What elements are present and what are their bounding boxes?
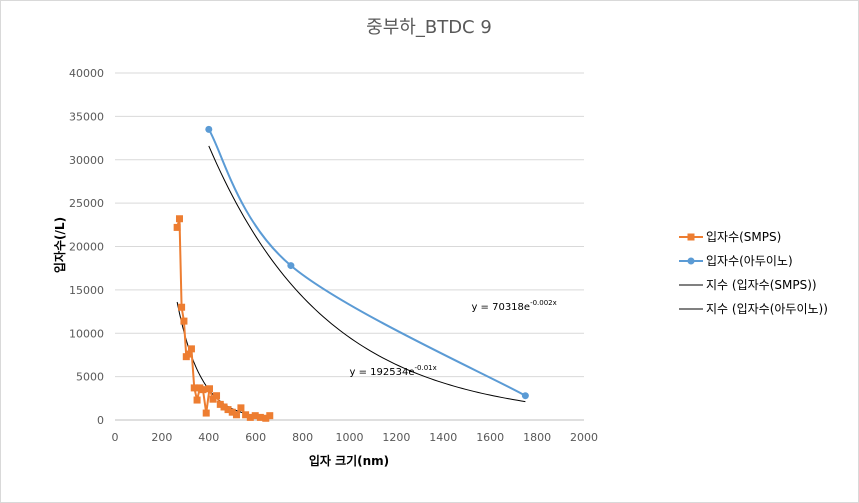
legend-marker (687, 257, 695, 265)
x-tick-label: 400 (198, 431, 219, 444)
x-tick-label: 1800 (523, 431, 551, 444)
data-point-smps (199, 386, 207, 394)
trendline-equation: y = 192534e-0.01x (350, 364, 437, 378)
data-point-smps (185, 350, 193, 358)
data-point-smps (228, 408, 236, 416)
legend-label: 입자수(아두이노) (706, 254, 793, 268)
x-tick-label: 1400 (429, 431, 457, 444)
y-tick-label: 25000 (69, 197, 104, 210)
legend-marker (687, 233, 695, 241)
data-point-smps (224, 406, 232, 414)
legend-label: 지수 (입자수(SMPS)) (706, 278, 817, 292)
x-tick-label: 1000 (336, 431, 364, 444)
data-point-smps (206, 385, 214, 393)
trendline-equations: y = 192534e-0.01x y = 70318e-0.002x (350, 299, 557, 378)
data-point-smps (216, 400, 224, 408)
y-tick-label: 5000 (76, 371, 104, 384)
data-point-smps (262, 414, 270, 422)
x-tick-label: 800 (292, 431, 313, 444)
data-point-smps (242, 411, 250, 419)
y-tick-label: 35000 (69, 110, 104, 123)
x-tick-label: 2000 (570, 431, 598, 444)
data-point-smps (193, 396, 201, 404)
data-point-arduino (205, 125, 213, 133)
data-point-smps (187, 345, 195, 353)
legend-label: 입자수(SMPS) (706, 230, 781, 244)
x-axis-title: 입자 크기(nm) (309, 453, 389, 468)
y-tick-label: 0 (97, 414, 104, 427)
data-point-smps (209, 395, 217, 403)
data-point-smps (237, 404, 245, 412)
trendline-arduino (208, 145, 526, 403)
trendline-equation: y = 70318e-0.002x (471, 299, 556, 313)
legend: 입자수(SMPS) 입자수(아두이노) 지수 (입자수(SMPS)) 지수 (입자수(… (679, 230, 828, 316)
data-point-smps (213, 392, 221, 400)
data-point-arduino (521, 392, 529, 400)
data-point-smps (256, 413, 264, 421)
x-tick-label: 1600 (476, 431, 504, 444)
data-point-smps (202, 409, 210, 417)
y-tick-label: 20000 (69, 241, 104, 254)
y-tick-label: 10000 (69, 327, 104, 340)
trendline-smps (176, 301, 270, 419)
x-tick-label: 600 (245, 431, 266, 444)
data-point-smps (246, 413, 254, 421)
x-tick-label: 200 (151, 431, 172, 444)
data-point-smps (180, 317, 188, 325)
x-tick-label: 1200 (382, 431, 410, 444)
y-axis-ticks: 0 5000 10000 15000 20000 25000 30000 35000 40000 (69, 67, 104, 427)
x-axis-ticks: 0 200 400 600 800 1000 1200 1400 1600 1800 2000 (112, 431, 599, 444)
data-point-smps (178, 303, 186, 311)
y-tick-label: 15000 (69, 284, 104, 297)
y-axis-title: 입자수(/L) (52, 217, 67, 273)
x-tick-label: 0 (112, 431, 119, 444)
data-point-smps (251, 412, 259, 420)
y-tick-label: 40000 (69, 67, 104, 80)
data-point-smps (175, 215, 183, 223)
data-point-smps (266, 412, 274, 420)
data-point-smps (220, 403, 228, 411)
data-points (173, 125, 529, 422)
data-point-smps (173, 223, 181, 231)
data-point-smps (232, 411, 240, 419)
y-tick-label: 30000 (69, 154, 104, 167)
series-line-arduino (207, 128, 526, 397)
legend-label: 지수 (입자수(아두이노)) (706, 302, 828, 316)
data-point-smps (190, 384, 198, 392)
data-point-arduino (287, 262, 295, 270)
chart-title: 중부하_BTDC 9 (366, 17, 492, 38)
